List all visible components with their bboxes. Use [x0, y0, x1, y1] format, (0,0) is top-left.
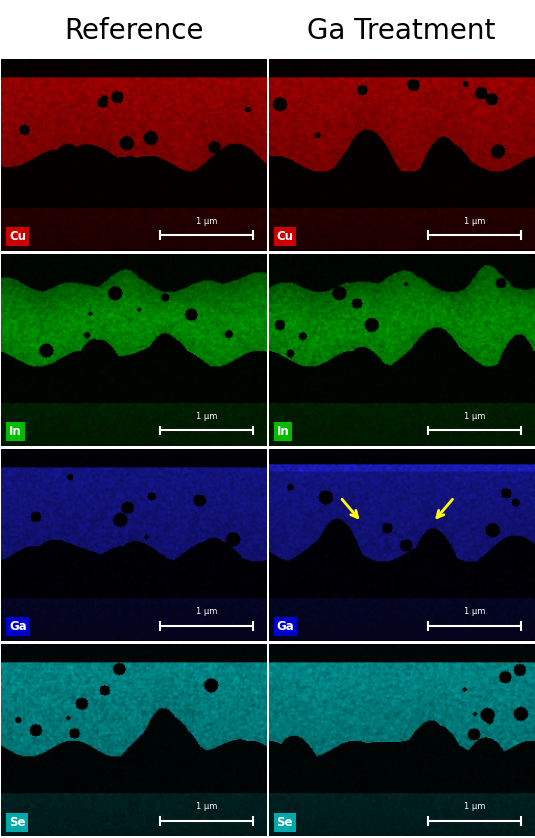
- Text: 1 μm: 1 μm: [463, 216, 485, 225]
- Text: Ga: Ga: [277, 620, 294, 634]
- Text: 1 μm: 1 μm: [196, 411, 217, 421]
- Text: 1 μm: 1 μm: [463, 411, 485, 421]
- Text: Reference: Reference: [64, 18, 203, 45]
- Text: 1 μm: 1 μm: [463, 802, 485, 811]
- Text: 1 μm: 1 μm: [196, 216, 217, 225]
- Text: Cu: Cu: [9, 230, 26, 243]
- Text: Se: Se: [9, 815, 26, 829]
- Text: Se: Se: [277, 815, 293, 829]
- Text: 1 μm: 1 μm: [463, 607, 485, 616]
- Text: In: In: [277, 425, 289, 438]
- Text: Cu: Cu: [277, 230, 294, 243]
- Text: In: In: [9, 425, 22, 438]
- Text: 1 μm: 1 μm: [196, 802, 217, 811]
- Text: Ga: Ga: [9, 620, 27, 634]
- Text: 1 μm: 1 μm: [196, 607, 217, 616]
- Text: Ga Treatment: Ga Treatment: [307, 18, 495, 45]
